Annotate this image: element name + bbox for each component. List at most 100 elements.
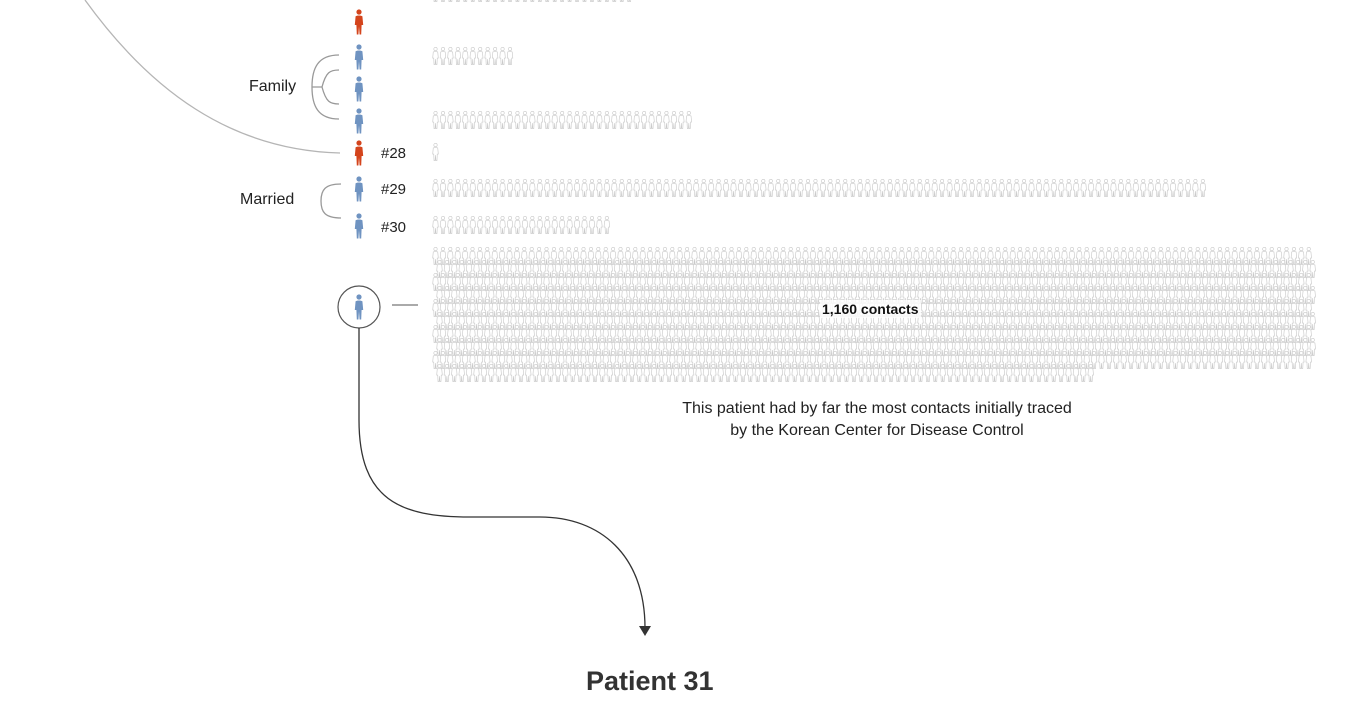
contact-icon — [573, 178, 581, 197]
contact-icon — [648, 110, 655, 129]
contact-icon — [894, 178, 901, 197]
contact-icon — [707, 178, 715, 197]
highlight-note: This patient had by far the most contact… — [617, 398, 1137, 442]
contact-icon — [529, 178, 536, 197]
contact-icon — [521, 178, 529, 197]
contact-icon — [432, 215, 439, 234]
contact-icon — [648, 178, 655, 197]
contact-icon — [484, 110, 491, 129]
contact-icon — [588, 215, 596, 234]
contact-icon — [484, 178, 491, 197]
contact-icon — [462, 0, 469, 2]
contact-icon — [1309, 285, 1316, 304]
contact-icon — [789, 178, 797, 197]
contact-icon — [968, 178, 976, 197]
contact-icon — [842, 178, 849, 197]
contact-icon — [1050, 178, 1058, 197]
contact-icon — [1087, 178, 1095, 197]
contact-icon — [603, 215, 611, 234]
contact-icon — [886, 178, 894, 197]
highlight-note-line2: by the Korean Center for Disease Control — [730, 422, 1024, 439]
contact-icon — [484, 46, 491, 65]
group-label-married: Married — [240, 191, 295, 208]
contact-icon — [797, 178, 804, 197]
contact-icon — [573, 215, 581, 234]
contact-icon — [596, 215, 603, 234]
contact-icon — [454, 0, 462, 2]
patient-icon — [354, 176, 364, 202]
contact-icon — [566, 178, 573, 197]
contact-icon — [938, 178, 946, 197]
contact-icon — [633, 178, 640, 197]
contact-icon — [551, 110, 558, 129]
contact-icon — [551, 215, 558, 234]
contact-icon — [514, 110, 521, 129]
contact-icon — [506, 110, 514, 129]
contact-icon — [477, 215, 484, 234]
contact-icon — [529, 215, 536, 234]
contact-icon — [477, 46, 484, 65]
contact-icon — [745, 178, 752, 197]
patient-label-29: #29 — [381, 181, 407, 198]
contact-icon — [1058, 178, 1065, 197]
contact-icon — [454, 110, 462, 129]
contact-icon — [626, 0, 633, 2]
contact-icon — [432, 142, 439, 161]
contact-icon — [432, 272, 439, 291]
contact-icon — [432, 246, 439, 265]
contact-icon — [670, 110, 678, 129]
contact-icon — [1110, 178, 1117, 197]
patient-icon — [354, 108, 364, 134]
contact-icon — [469, 178, 476, 197]
contact-icon — [618, 0, 625, 2]
contact-icon — [573, 0, 581, 2]
contact-icon — [1177, 178, 1184, 197]
contact-icon — [462, 110, 469, 129]
contact-icon — [536, 0, 543, 2]
contact-icon — [558, 110, 566, 129]
contact-icon — [760, 178, 767, 197]
contact-icon — [454, 46, 462, 65]
contact-icon — [462, 178, 469, 197]
contact-icon — [991, 178, 998, 197]
contact-icon — [506, 215, 514, 234]
family-bracket — [311, 54, 340, 120]
contact-icon — [521, 0, 529, 2]
contact-icon — [581, 215, 588, 234]
contact-icon — [678, 178, 685, 197]
contact-icon — [521, 110, 529, 129]
contact-icon — [558, 215, 566, 234]
contact-icon — [931, 178, 938, 197]
contact-icon — [1065, 178, 1072, 197]
contact-icon — [544, 178, 551, 197]
contact-icon — [1035, 178, 1043, 197]
contact-icon — [596, 110, 603, 129]
final-patient-title: Patient 31 — [586, 666, 714, 696]
contact-icon — [544, 0, 551, 2]
patient-icon — [354, 76, 364, 102]
contact-icon — [447, 215, 454, 234]
contact-icon — [640, 110, 648, 129]
contact-icon — [499, 215, 506, 234]
contact-icon — [573, 110, 581, 129]
contact-icon — [499, 0, 506, 2]
contact-icon — [469, 46, 476, 65]
contact-icon — [655, 110, 663, 129]
contact-icon — [663, 178, 670, 197]
contact-icon — [775, 178, 782, 197]
contact-icon — [506, 178, 514, 197]
contact-icon — [633, 110, 640, 129]
highlight-note-line1: This patient had by far the most contact… — [682, 400, 1072, 417]
contact-icon — [1140, 178, 1147, 197]
contact-icon — [596, 0, 603, 2]
contact-icon — [439, 0, 447, 2]
contact-icon — [611, 110, 618, 129]
contact-icon — [462, 46, 469, 65]
contact-icon — [432, 324, 439, 343]
contact-icon — [439, 46, 447, 65]
contact-icon — [447, 0, 454, 2]
contact-icon — [1162, 178, 1169, 197]
contact-icon — [514, 215, 521, 234]
contact-icon — [499, 110, 506, 129]
